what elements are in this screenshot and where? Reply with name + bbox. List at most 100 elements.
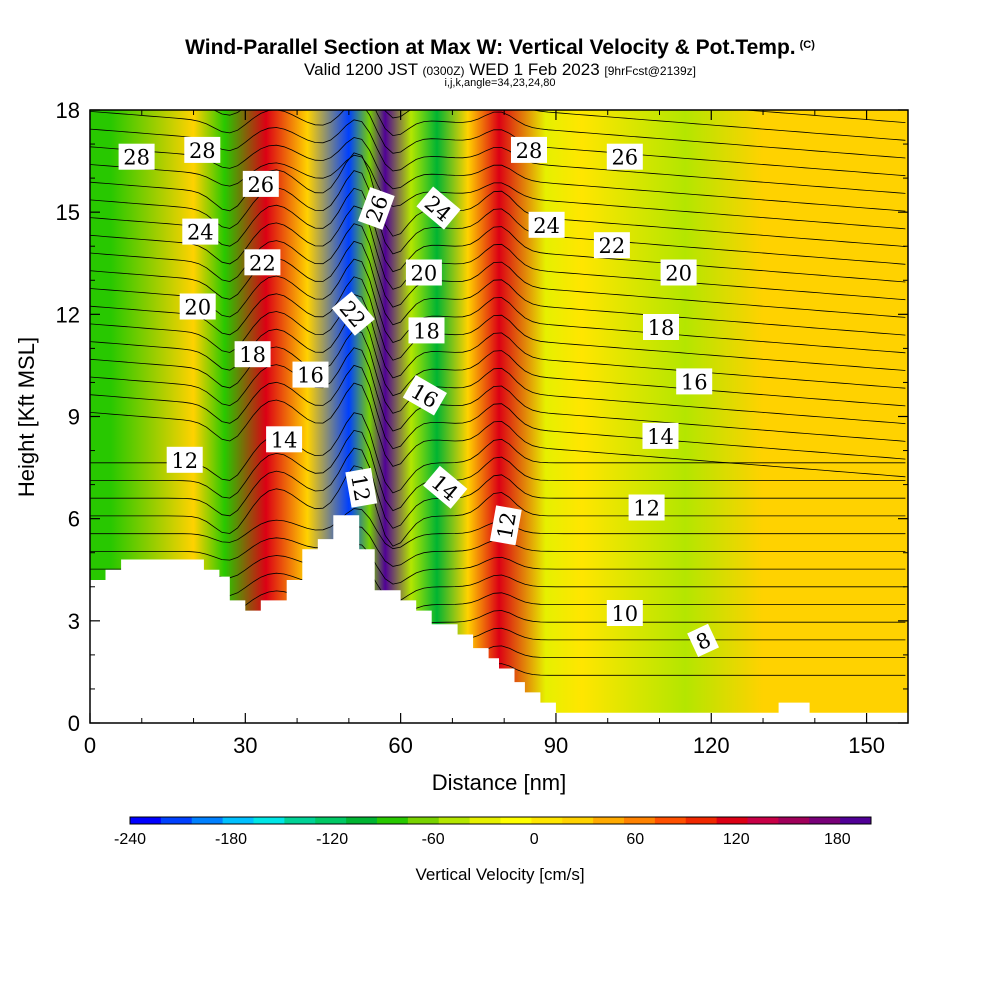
theta-contour-line: [90, 170, 906, 265]
contour-label: 28: [184, 136, 221, 163]
contour-label-text: 16: [681, 370, 708, 394]
contour-label-box: [184, 136, 221, 163]
colorbar-swatch: [685, 817, 718, 824]
theta-contour-line: [90, 240, 906, 336]
contour-label-box: [266, 426, 303, 453]
contour-label-box: [357, 187, 395, 230]
contour-label-box: [511, 136, 547, 163]
y-tick-label: 0: [68, 711, 80, 736]
x-tick-label: 0: [84, 733, 96, 758]
y-tick-label: 12: [56, 302, 80, 327]
contour-label-text: 24: [533, 214, 560, 238]
axes: 0 30 60 90 120 150 0 3 6 9 12 15 18: [56, 98, 908, 758]
colorbar-swatch: [407, 817, 440, 824]
theta-contour-line: [90, 329, 906, 425]
contour-label-text: 28: [189, 139, 216, 163]
x-axis-title: Distance [nm]: [432, 770, 567, 795]
theta-contour-line: [90, 382, 906, 478]
contour-label-text: 16: [297, 364, 324, 388]
theta-contour-line: [90, 223, 906, 318]
theta-contour-line: [90, 465, 906, 547]
colorbar-swatch: [315, 817, 347, 824]
colorbar-tick-label: -60: [422, 831, 445, 848]
contour-label: 14: [423, 465, 468, 509]
colorbar-swatch: [562, 817, 594, 824]
colorbar-tick-label: -180: [215, 831, 247, 848]
contour-label-text: 18: [413, 319, 440, 343]
contour-label: 26: [242, 170, 279, 197]
contour-label: 22: [331, 291, 375, 336]
contour-label-text: 22: [249, 251, 276, 275]
theta-contour-line: [90, 110, 906, 177]
colorbar-swatch: [438, 817, 471, 824]
colorbar-tick-label: 0: [530, 831, 539, 848]
theta-contour-line: [90, 447, 906, 529]
contour-label-box: [606, 143, 643, 170]
theta-contour-line: [90, 137, 906, 212]
colorbar-frame: [129, 816, 872, 825]
colorbar-tick-label: -240: [114, 831, 146, 848]
colorbar-swatch: [531, 817, 563, 824]
y-tick-label: 15: [56, 200, 80, 225]
colorbar-tick-label: 180: [824, 831, 851, 848]
x-tick-label: 30: [233, 733, 257, 758]
contour-label-box: [676, 368, 713, 395]
contour-label-text: 28: [516, 139, 543, 163]
colorbar-tick-label: 60: [626, 831, 644, 848]
contour-label: 8: [687, 623, 719, 658]
contour-label-box: [182, 218, 219, 245]
theta-contour-line: [90, 294, 906, 389]
theta-contour-line: [90, 205, 906, 301]
contour-label: 12: [489, 505, 522, 546]
contour-label-text: 14: [647, 425, 674, 449]
contour-label: 18: [234, 341, 271, 368]
contour-label-text: 12: [346, 473, 374, 503]
contour-label-text: 18: [648, 316, 675, 340]
chart-title: Wind-Parallel Section at Max W: Vertical…: [185, 36, 815, 59]
contour-label-box: [642, 422, 679, 449]
contour-labels: 28 28 26 24 22 20 18 16 14 12 12 22 26 24 20 18 16 14 12 28…: [118, 136, 719, 658]
contour-label-box: [234, 341, 271, 368]
colorbar-swatch: [809, 817, 841, 824]
y-tick-label: 6: [68, 507, 80, 532]
colorbar-swatch: [130, 817, 162, 824]
colorbar-swatch: [778, 817, 810, 824]
contour-label-box: [242, 170, 279, 197]
contour-label-text: 14: [271, 428, 298, 452]
contour-label-box: [166, 446, 203, 473]
colorbar-swatch: [624, 817, 656, 824]
contour-label-text: 20: [411, 262, 438, 286]
contour-label: 26: [606, 143, 643, 170]
chart-subtitle: Valid 1200 JST (0300Z) WED 1 Feb 2023 [9…: [304, 60, 696, 79]
contour-label-box: [405, 259, 442, 286]
contour-label-box: [416, 186, 461, 230]
contour-label-box: [643, 314, 679, 340]
x-tick-label: 120: [693, 733, 730, 758]
colorbar-swatch: [160, 817, 193, 824]
contour-label: 14: [642, 422, 679, 449]
x-tick-label: 90: [544, 733, 568, 758]
contour-label: 26: [357, 187, 395, 230]
x-tick-label: 150: [848, 733, 885, 758]
colorbar-swatch: [654, 817, 687, 824]
colorbar-tick-label: 120: [723, 831, 750, 848]
contour-label: 16: [292, 361, 329, 388]
y-tick-label: 9: [68, 405, 80, 430]
theta-contour-line: [384, 110, 906, 141]
theta-contour-line: [90, 119, 906, 194]
colorbar: -240 -180 -120 -60 0 60 120 180: [114, 816, 872, 848]
colorbar-tick-label: -120: [316, 831, 348, 848]
contour-label-box: [331, 291, 375, 336]
y-axis-title: Height [Kft MSL]: [14, 337, 39, 497]
theta-contours: [90, 110, 906, 691]
theta-contour-line: [90, 276, 906, 371]
contour-label-text: 12: [171, 449, 198, 473]
theta-contour-line: [90, 152, 906, 247]
contour-label-text: 28: [123, 146, 150, 170]
colorbar-swatch: [500, 817, 532, 824]
theta-contour-line: [90, 311, 906, 407]
theta-contour-line: [90, 187, 906, 283]
contour-label: 28: [118, 143, 155, 170]
contour-label: 12: [166, 446, 203, 473]
